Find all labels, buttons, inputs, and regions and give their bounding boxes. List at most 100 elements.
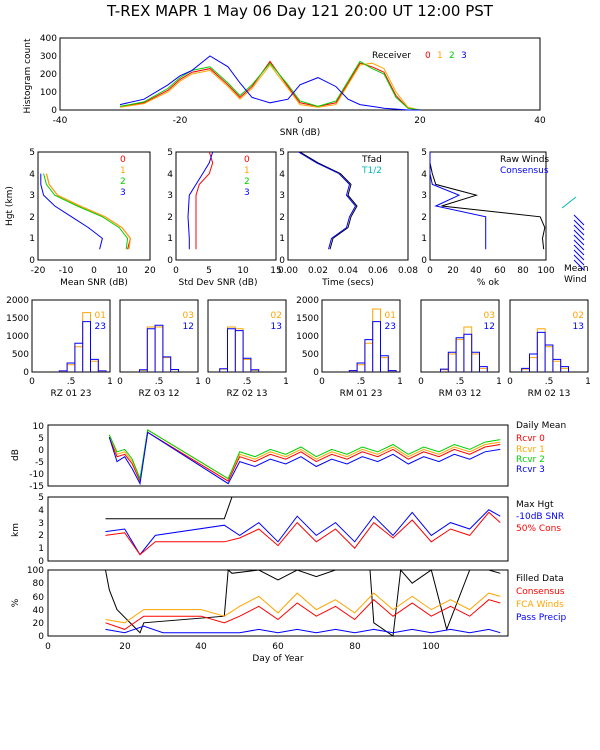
std-snr-ytick: 3 [167,191,173,201]
daily-mean-panel: dB -15 -10 -5 0 5 10 Daily Mean Rcvr 0 R… [11,421,566,492]
mean-snr-ytick: 1 [29,234,35,244]
mean-snr-ytick: 3 [29,191,35,201]
wind-barb [573,249,585,261]
mean-snr-ytick: 2 [29,213,35,223]
small-hist-series-03 [139,326,179,372]
mean-snr-xtick: 0 [91,266,97,276]
stdsnr-series-0 [195,151,214,250]
pct-series-Raw Winds [429,152,546,250]
percent-series-FCAWinds [105,592,501,624]
hist-legend-0: 0 [425,51,431,61]
hist-series-3 [119,55,420,111]
wind-barb [573,239,585,251]
height-series-10dBSNR [105,509,501,556]
hist-ytick: 300 [40,52,57,62]
std-snr-legend-1: 1 [244,166,250,176]
std-snr-ytick: 5 [167,148,173,158]
small-hist-ytick: 2000 [6,296,29,306]
std-snr-legend-2: 2 [244,177,250,187]
pct-ytick: 4 [421,170,427,180]
meansnr-series-0 [45,173,131,250]
daily-legend-r3: Rcvr 3 [516,465,545,475]
hist-xtick: -40 [53,116,68,126]
daily-ylabel: dB [11,449,21,461]
small-hist-ytick: 1000 [6,332,29,342]
percent-xtick: 100 [422,642,439,652]
small-hist-xtick: 1 [585,377,591,387]
percent-ytick: 60 [33,593,45,603]
meansnr-series-2 [43,173,129,250]
std-snr-xtick: 5 [206,266,212,276]
percent-series-PassPrecip [105,625,501,634]
mean-snr-legend-0: 0 [120,155,126,165]
hist-ytick: 200 [40,70,57,80]
time-xtick: 0.04 [338,266,358,276]
hist-legend-2: 2 [449,51,455,61]
time-ytick: 0 [279,256,285,266]
small-hist-xtick: 1 [107,377,113,387]
small-hist-xtick: 1 [397,377,403,387]
mean-snr-ytick: 4 [29,170,35,180]
wind-barb [573,259,585,271]
percent-xtick: 20 [119,642,131,652]
small-hist-xtick: 0 [418,377,424,387]
small-hist-xtick: 0 [507,377,513,387]
small-hist-ytick: 500 [302,350,319,360]
pct-xtick: 0 [427,266,433,276]
mean-snr-legend-1: 1 [120,166,126,176]
small-hist-legend-1: 01 [385,311,396,321]
wind-barb [573,234,585,246]
daily-ytick: 0 [38,446,44,456]
daily-ytick: 10 [33,422,45,432]
pct-series-Consensus [429,152,487,250]
small-hist-series-13 [521,331,569,372]
small-hist-legend-2: 12 [484,322,495,332]
small-hist-frame [321,299,401,373]
pct-ytick: 1 [421,234,427,244]
hist-series-1 [119,62,421,111]
hist-xtick: -20 [173,116,188,126]
height-ytick: 4 [38,506,44,516]
percent-panel: % 0 20 40 60 80 100 0 20 40 60 80 100 Da… [11,566,567,664]
time-series-T1/2 [298,151,357,250]
pct-xtick: 100 [537,266,554,276]
small-hist-xtick: .5 [67,377,76,387]
small-hist-legend-2: 13 [271,322,282,332]
height-legend-max: Max Hgt [516,500,554,510]
small-hist-legend-1: 02 [573,311,584,321]
hist-legend-3: 3 [461,51,467,61]
mean-snr-xtick: 20 [144,266,156,276]
percent-legend-consensus: Consensus [516,587,565,597]
meansnr-series-3 [40,173,103,250]
std-snr-xtick: 0 [173,266,179,276]
small-hist-series-13 [219,328,260,372]
time-ytick: 1 [279,234,285,244]
small-hist-legend-1: 03 [183,311,194,321]
small-hist-xlabel: RZ 03 12 [138,389,179,399]
std-snr-ytick: 0 [167,256,173,266]
small-hist-ytick: 1500 [6,314,29,324]
daily-legend-mean: Daily Mean [516,421,566,431]
percent-xlabel: Day of Year [252,654,304,664]
std-snr-ytick: 2 [167,213,173,223]
pct-xlabel: % ok [477,278,500,288]
height-panel: km 0 1 2 3 4 5 Max Hgt -10dB SNR 50% Con… [11,493,564,567]
time-xlabel: Time (secs) [321,278,374,288]
stdsnr-series-3 [187,151,214,250]
height-ytick: 2 [38,531,44,541]
small-hist-xtick: 0 [205,377,211,387]
percent-legend-filled: Filled Data [516,574,564,584]
pct-ytick: 3 [421,191,427,201]
small-hist-xtick: 0 [117,377,123,387]
small-hist-xtick: .5 [357,377,366,387]
percent-ytick: 80 [33,579,45,589]
daily-ytick: 5 [38,434,44,444]
pct-ytick: 0 [421,256,427,266]
mean-snr-ylabel: Hgt (km) [5,186,15,226]
pct-ytick: 5 [421,148,427,158]
percent-legend-fca: FCA Winds [516,600,564,610]
small-hist-xtick: 0 [319,377,325,387]
percent-xtick: 60 [272,642,284,652]
